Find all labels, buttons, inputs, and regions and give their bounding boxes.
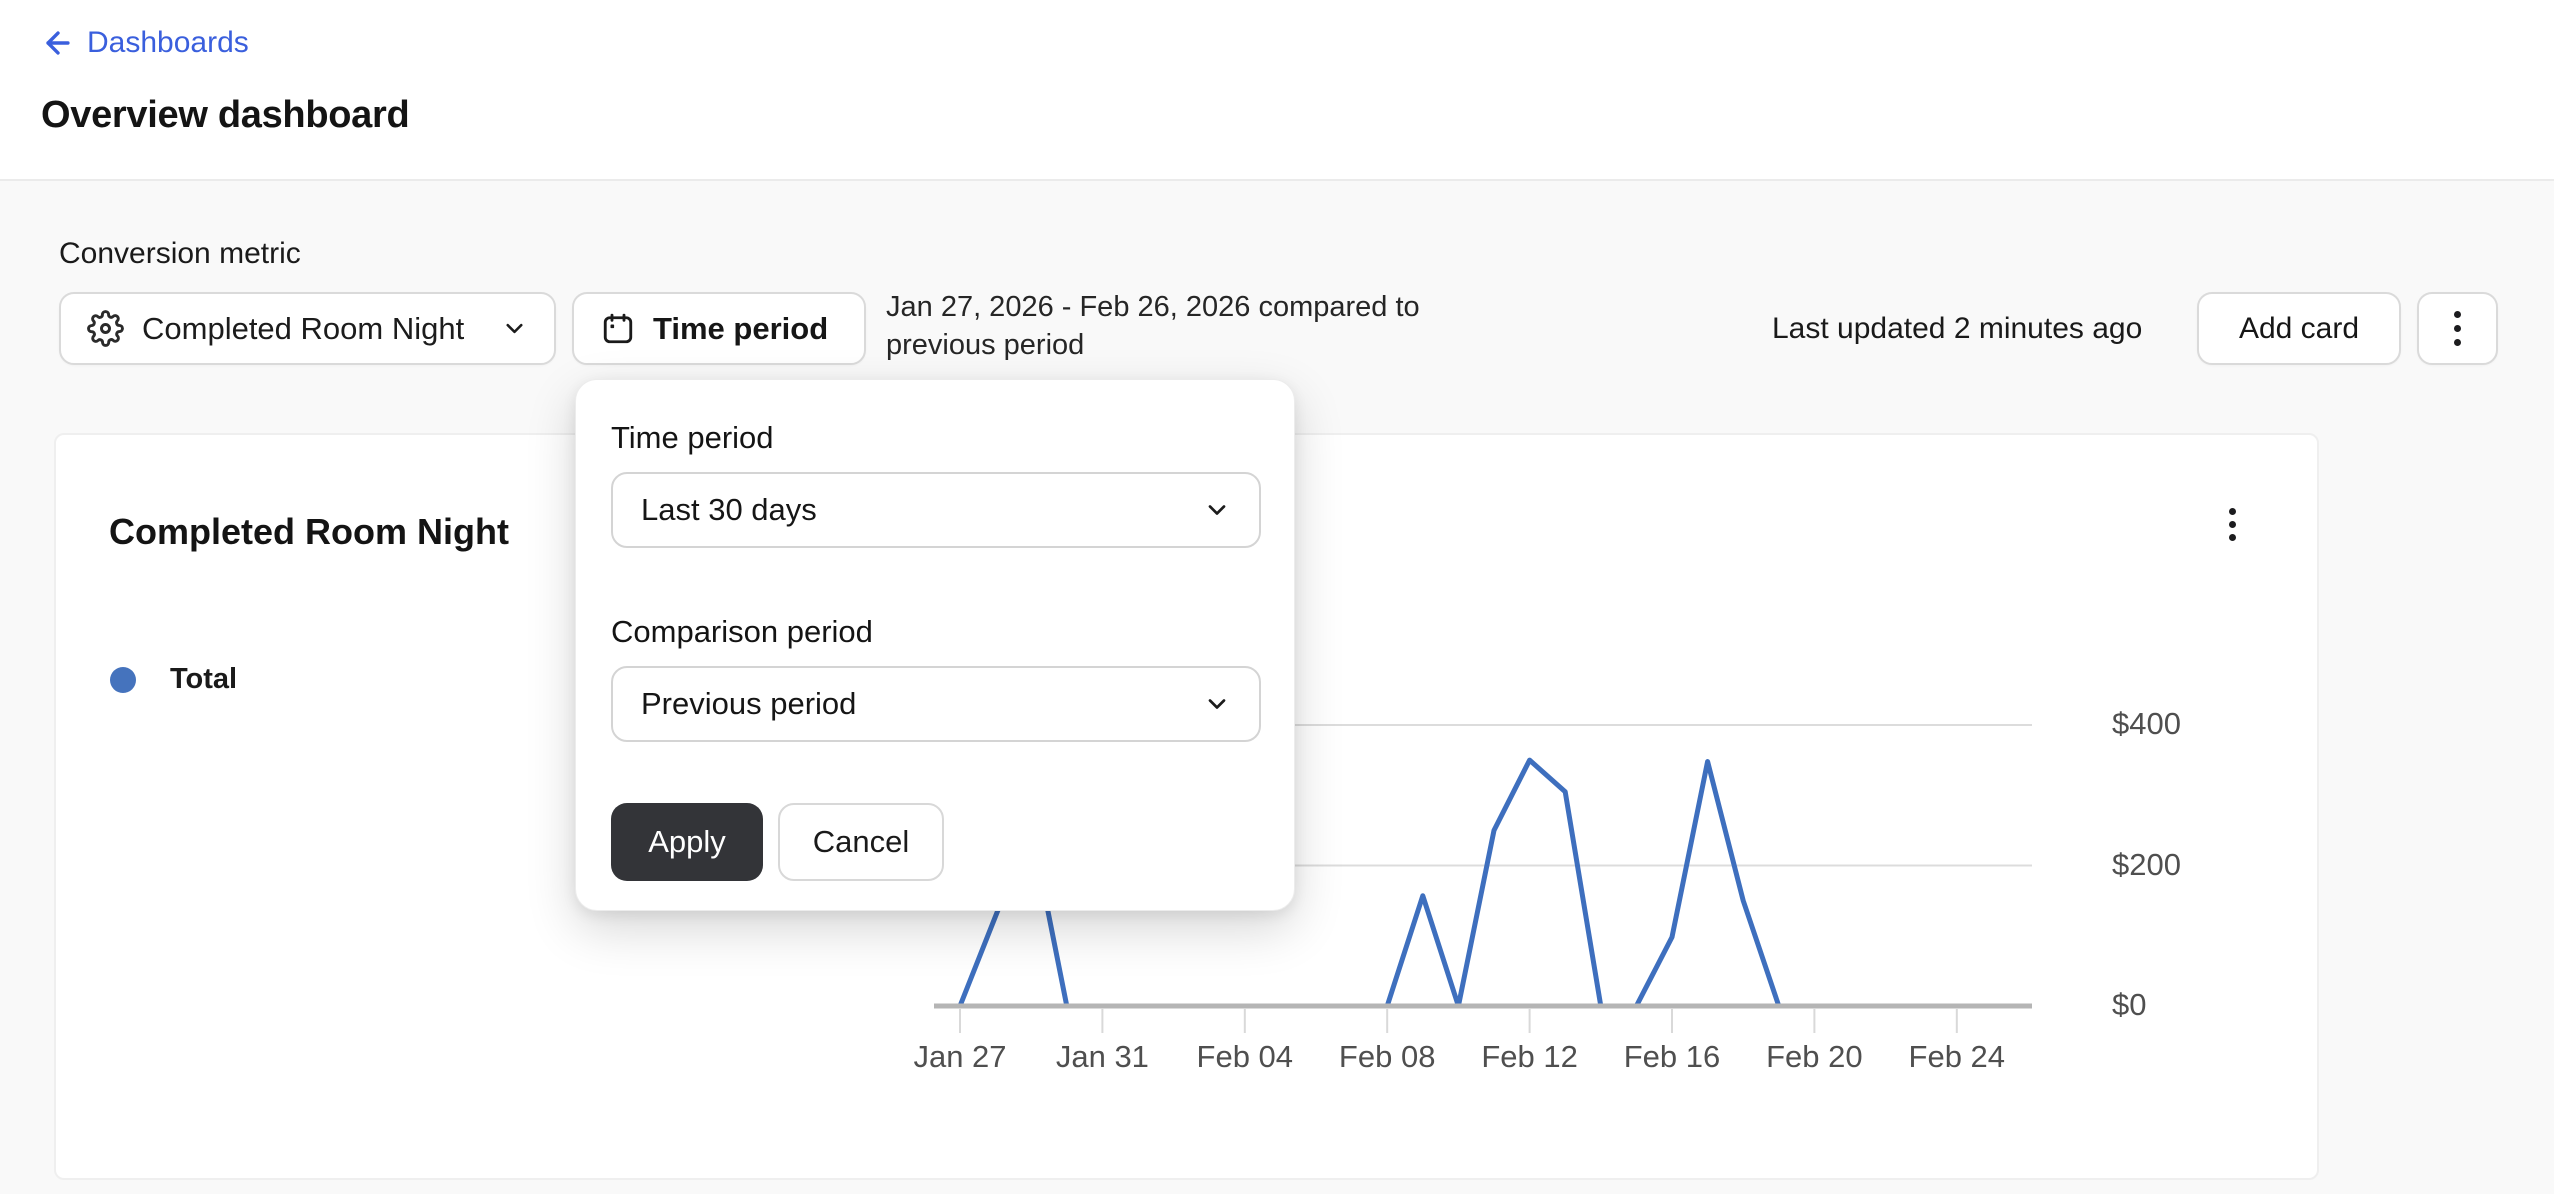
time-period-button[interactable]: Time period (572, 292, 866, 365)
apply-button[interactable]: Apply (611, 803, 763, 881)
popover-time-period-label: Time period (611, 420, 774, 455)
date-range-line2: previous period (886, 329, 1085, 361)
card-title: Completed Room Night (109, 511, 509, 552)
kebab-vertical-dots-icon (2454, 311, 2461, 346)
conversion-metric-select-button[interactable]: Completed Room Night (59, 292, 556, 365)
y-axis-label: $400 (2112, 706, 2181, 741)
y-axis-label: $200 (2112, 846, 2181, 882)
last-updated-text: Last updated 2 minutes ago (1772, 312, 2143, 345)
add-card-button[interactable]: Add card (2197, 292, 2401, 365)
time-period-button-label: Time period (653, 310, 829, 346)
conversion-metric-label: Conversion metric (59, 237, 301, 270)
legend-dot-total (110, 666, 136, 693)
time-period-select-value: Last 30 days (641, 492, 817, 527)
x-axis-label: Jan 31 (1055, 1039, 1149, 1074)
popover-comparison-label: Comparison period (611, 614, 873, 649)
time-period-popover: Time period Last 30 days Comparison peri… (575, 379, 1295, 911)
x-axis-label: Feb 16 (1623, 1039, 1721, 1074)
x-axis-label: Feb 04 (1196, 1039, 1294, 1074)
comparison-period-select[interactable]: Previous period (611, 666, 1261, 742)
add-card-label: Add card (2238, 311, 2360, 345)
time-period-select[interactable]: Last 30 days (611, 472, 1261, 548)
page-title: Overview dashboard (41, 94, 410, 136)
x-axis-label: Feb 08 (1338, 1039, 1436, 1074)
back-arrow-icon (46, 31, 70, 55)
date-range-summary: Jan 27, 2026 - Feb 26, 2026 compared to … (886, 288, 1420, 364)
breadcrumb-label: Dashboards (87, 26, 249, 59)
y-axis-label: $0 (2112, 987, 2147, 1022)
x-axis-label: Jan 27 (913, 1039, 1007, 1074)
legend-label-total: Total (170, 663, 238, 695)
cancel-button[interactable]: Cancel (778, 803, 944, 881)
page-header: Dashboards Overview dashboard (0, 0, 2554, 181)
dashboard-more-menu-button[interactable] (2417, 292, 2498, 365)
metric-button-label: Completed Room Night (142, 310, 465, 346)
chevron-down-icon (506, 323, 523, 334)
breadcrumb-back-link[interactable]: Dashboards (41, 26, 249, 60)
legend-total: Total (110, 663, 237, 696)
kebab-vertical-dots-icon (2228, 507, 2236, 541)
x-axis-label: Feb 20 (1766, 1039, 1863, 1074)
x-axis-label: Feb 12 (1481, 1039, 1578, 1074)
calendar-icon (603, 313, 633, 343)
date-range-line1: Jan 27, 2026 - Feb 26, 2026 compared to (886, 291, 1420, 323)
x-axis-label: Feb 24 (1908, 1039, 2006, 1074)
card-more-menu-button[interactable] (2202, 493, 2262, 555)
chevron-down-icon (1208, 505, 1226, 515)
chevron-down-icon (1208, 699, 1226, 709)
comparison-select-value: Previous period (641, 686, 857, 721)
gear-icon (87, 310, 124, 347)
